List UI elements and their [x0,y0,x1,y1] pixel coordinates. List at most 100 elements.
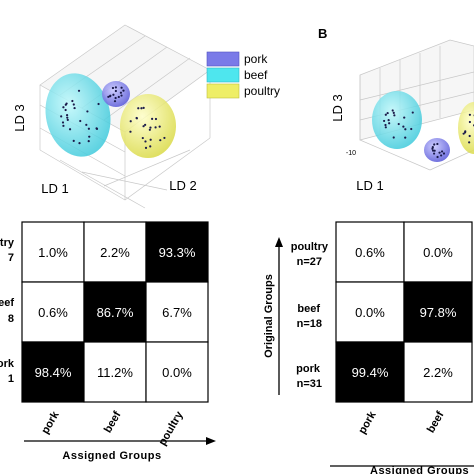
scatter-point [440,154,443,157]
scatter-point [122,89,125,92]
left-confusion-matrix: poultry 7 beef 8 pork 1 1.0% 2.2% 93.3% 0.6… [0,221,216,462]
scatter-point [392,136,395,139]
scatter-point [431,149,435,152]
scatter-point [410,127,413,131]
scatter-point [117,95,120,99]
matrix-cell [83,341,147,403]
matrix-cell-value: 0.0% [423,245,453,260]
scatter-point [71,99,74,103]
scatter-point [442,152,446,155]
matrix-cell-value: 93.3% [159,245,196,260]
matrix-cell [145,221,209,283]
scatter-point [384,126,387,129]
left-column-labels: pork beef poultry [39,409,186,448]
scatter-point [154,117,158,121]
column-label: poultry [157,409,186,448]
scatter-point [87,140,90,143]
scatter-point [431,146,434,149]
scatter-point [388,122,391,125]
scatter-point [95,127,99,130]
scatter-point [468,141,471,144]
scatter-point [158,125,161,128]
matrix-cell [403,341,473,403]
scatter-point [144,146,148,149]
right-row-n-pork: n=31 [297,378,322,390]
scatter-point [64,108,67,112]
matrix-cell-value: 98.4% [35,365,72,380]
scatter-point [66,118,69,121]
right-row-label-beef: beef [297,303,320,315]
pork-ellipsoid-left [102,81,130,107]
right-row-label-poultry: poultry [291,241,329,253]
matrix-cell-value: 0.0% [355,305,385,320]
matrix-cell-value: 1.0% [38,245,68,260]
legend-swatch-pork [206,51,240,67]
right-row-labels: poultry n=27 beef n=18 pork n=31 [291,241,329,390]
right-row-label-pork: pork [296,363,321,375]
panel-label-b: B [318,26,327,41]
scatter-point [149,126,152,129]
matrix-cell-value: 6.7% [162,305,192,320]
right-data-points [383,109,474,159]
scatter-point [462,132,465,135]
scatter-point [144,140,147,143]
right-axis-label-x: LD 1 [356,178,383,193]
scatter-point [438,151,441,154]
scatter-point [114,89,117,93]
matrix-cell-value: 0.6% [38,305,68,320]
scatter-point [404,136,407,139]
left-row-labels: poultry 7 beef 8 pork 1 [0,237,15,385]
scatter-point [397,122,400,126]
beef-ellipsoid-right [372,91,422,149]
scatter-point [97,102,100,106]
left-axis-label-y: LD 2 [169,178,196,193]
right-3d-scatter: B LD 3 LD 1 -10 [318,26,474,193]
scatter-point [141,136,144,140]
scatter-point [60,115,63,118]
scatter-point [393,114,396,117]
left-row-n-pork: 1 [8,373,14,385]
scatter-point [87,127,90,130]
column-label: beef [102,409,124,435]
scatter-point [468,134,471,138]
scatter-point [77,89,81,92]
scatter-point [440,150,444,153]
scatter-point [111,86,115,90]
matrix-cell [335,281,405,343]
scatter-point [154,126,157,129]
scatter-point [120,86,123,89]
matrix-cell [83,281,147,343]
scatter-point [384,123,387,127]
left-axis-label-z: LD 3 [12,104,27,131]
right-row-n-poultry: n=27 [297,256,322,268]
legend-label-pork: pork [244,52,268,66]
scatter-point [114,86,117,89]
scatter-point [433,149,436,152]
scatter-point [65,114,69,117]
matrix-cell [335,341,405,403]
left-axis-label-x: LD 1 [41,181,68,196]
column-label: pork [356,409,379,436]
right-original-axis-arrow [275,237,283,247]
right-tick-z: -10 [346,150,356,157]
beef-ellipsoid-left [45,73,111,157]
scatter-point [436,142,439,146]
scatter-point [112,93,115,96]
matrix-cell-value: 86.7% [97,305,134,320]
scatter-point [387,118,390,122]
matrix-cell [21,221,85,283]
left-row-n-beef: 8 [8,313,14,325]
scatter-point [137,107,140,110]
scatter-point [72,103,75,106]
scatter-point [86,110,89,113]
scatter-point [149,145,152,148]
matrix-cell-value: 2.2% [423,365,453,380]
matrix-cell-value: 97.8% [420,305,457,320]
scatter-point [135,116,138,120]
scatter-point [79,119,82,123]
scatter-point [404,128,407,131]
matrix-cell-value: 2.2% [100,245,130,260]
scatter-point [66,116,69,119]
right-ylabel: Original Groups [263,274,275,358]
